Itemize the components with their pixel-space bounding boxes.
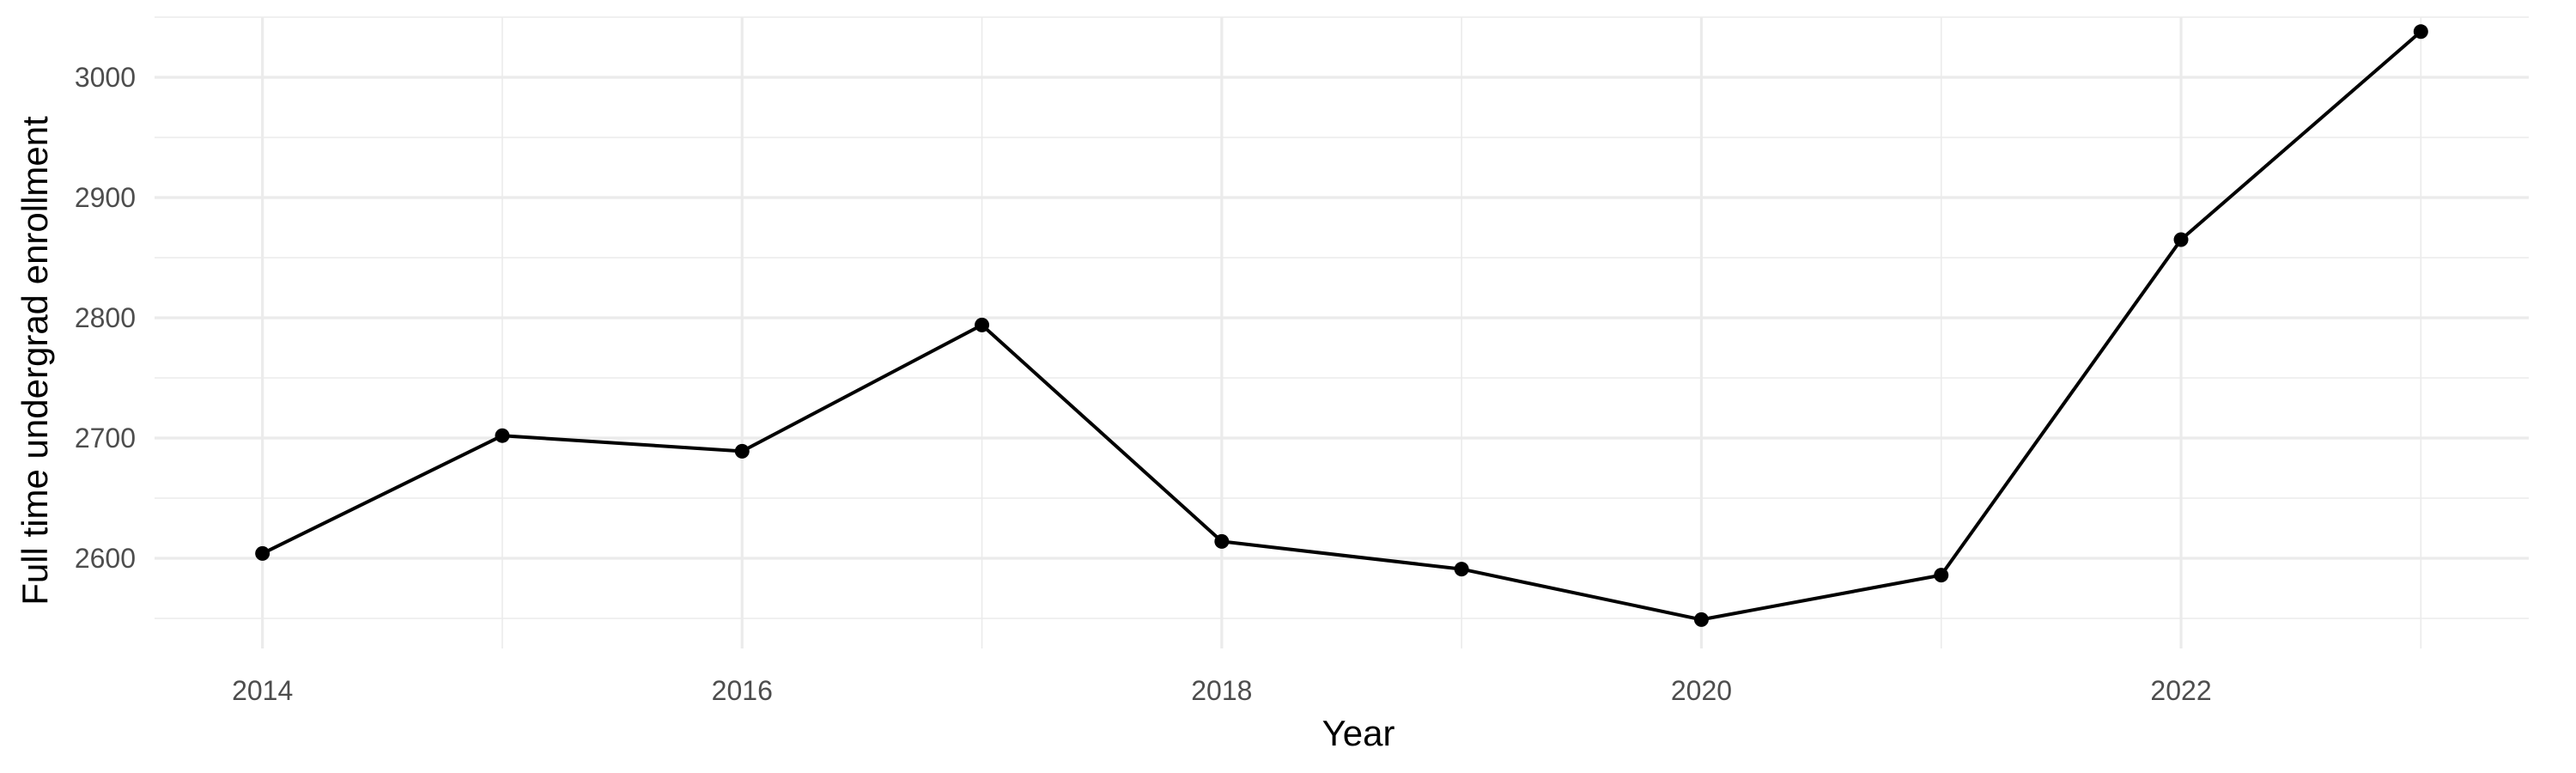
- y-tick-label: 2700: [75, 423, 136, 453]
- enrollment-data-point: [255, 545, 270, 561]
- enrollment-data-point: [1454, 562, 1469, 577]
- x-axis-ticks: 2014 2016 2018 2020 2022: [232, 675, 2212, 706]
- enrollment-data-point: [2173, 232, 2189, 247]
- series-layer: [255, 24, 2428, 627]
- y-tick-label: 2900: [75, 182, 136, 213]
- x-tick-label: 2022: [2150, 675, 2211, 706]
- y-tick-label: 2600: [75, 543, 136, 574]
- enrollment-data-point: [1934, 568, 1949, 583]
- enrollment-data-point: [975, 317, 990, 332]
- enrollment-data-point: [734, 443, 750, 459]
- y-axis-ticks: 2600 2700 2800 2900 3000: [75, 62, 136, 574]
- x-tick-label: 2016: [712, 675, 773, 706]
- x-tick-label: 2020: [1671, 675, 1732, 706]
- enrollment-data-point: [495, 428, 510, 443]
- enrollment-data-point: [1693, 612, 1709, 627]
- y-axis-title: Full time undergrad enrollment: [15, 116, 55, 606]
- y-tick-label: 3000: [75, 62, 136, 93]
- minor-gridlines: [155, 16, 2529, 648]
- x-tick-label: 2018: [1191, 675, 1252, 706]
- y-tick-label: 2800: [75, 302, 136, 333]
- x-tick-label: 2014: [232, 675, 293, 706]
- x-axis-title: Year: [1322, 713, 1395, 753]
- enrollment-series-line: [260, 29, 2423, 622]
- enrollment-data-point: [1214, 533, 1230, 549]
- enrollment-data-point: [2413, 24, 2428, 40]
